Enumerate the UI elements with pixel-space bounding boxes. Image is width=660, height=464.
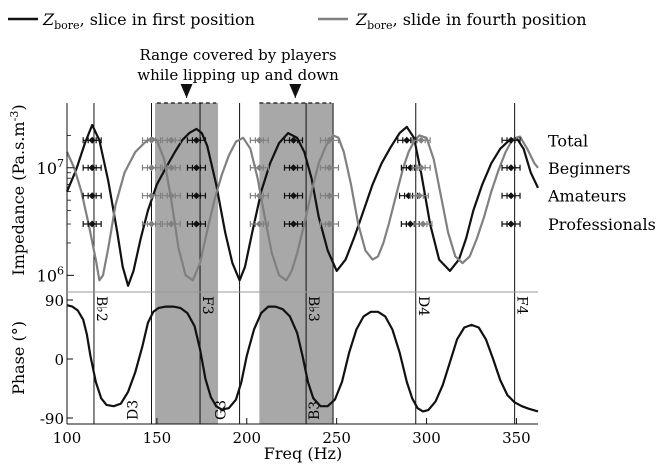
marker-point-21	[290, 164, 298, 172]
note-label-2: F3	[199, 296, 215, 315]
axes: 100 150 200 250 300 350 106 107 -90 0 90	[37, 103, 538, 447]
marker-point-17	[255, 164, 263, 172]
note-label-1: D3	[125, 400, 141, 420]
shaded-ranges	[155, 103, 334, 424]
marker-point-37	[507, 164, 515, 172]
x-tick-label-2: 200	[232, 429, 261, 447]
marker-point-36	[507, 136, 515, 144]
x-tick-label-4: 300	[412, 429, 441, 447]
marker-point-6	[147, 192, 155, 200]
x-axis-label: Freq (Hz)	[264, 444, 342, 463]
marker-point-7	[147, 220, 155, 228]
marker-point-2	[88, 192, 96, 200]
legend: Zbore, slice in first position Zbore, sl…	[8, 10, 587, 32]
row-label-0: Total	[548, 131, 588, 150]
marker-point-19	[255, 220, 263, 228]
row-label-3: Professionals	[548, 215, 656, 234]
legend-label-fourth-position: Zbore, slide in fourth position	[355, 10, 587, 32]
note-label-4: B♭3	[305, 296, 321, 322]
marker-point-22	[290, 192, 298, 200]
x-tick-label-3: 250	[322, 429, 351, 447]
impedance-axis-label: Impedance (Pa.s.m-3)	[8, 104, 28, 275]
marker-point-3	[88, 220, 96, 228]
phase-series-line-0	[66, 304, 539, 413]
impedance-tick-label-0: 106	[37, 264, 64, 285]
marker-point-11	[167, 220, 175, 228]
phase-tick-label-0: -90	[40, 410, 64, 428]
marker-point-26	[325, 192, 333, 200]
marker-point-39	[507, 220, 515, 228]
phase-axis-label: Phase (°)	[9, 321, 28, 395]
marker-point-8	[167, 136, 175, 144]
x-tick-label-1: 150	[143, 429, 172, 447]
marker-point-23	[290, 220, 298, 228]
x-tick-label-5: 350	[502, 429, 531, 447]
marker-point-27	[325, 220, 333, 228]
marker-point-35	[419, 220, 427, 228]
shaded-range-1	[259, 103, 334, 424]
marker-point-34	[415, 192, 423, 200]
marker-point-13	[192, 164, 200, 172]
phase-tick-label-1: 0	[54, 351, 64, 369]
legend-label-first-position: Zbore, slice in first position	[42, 10, 255, 32]
row-label-2: Amateurs	[547, 187, 626, 206]
marker-point-14	[192, 192, 200, 200]
marker-point-12	[192, 136, 200, 144]
marker-point-1	[88, 164, 96, 172]
impedance-tick-label-1: 107	[37, 157, 64, 178]
x-tick-label-0: 100	[53, 429, 82, 447]
note-label-0: B♭2	[93, 296, 109, 322]
marker-point-10	[167, 192, 175, 200]
marker-point-4	[147, 136, 155, 144]
row-labels: Total Beginners Amateurs Professionals	[547, 131, 656, 234]
marker-point-38	[507, 192, 515, 200]
marker-point-28	[403, 136, 411, 144]
range-arrows	[156, 84, 332, 104]
marker-point-0	[88, 136, 96, 144]
marker-point-24	[325, 136, 333, 144]
player-markers	[82, 136, 521, 228]
phase-series	[66, 304, 539, 413]
annotation-line-2: while lipping up and down	[137, 66, 339, 84]
shaded-range-0	[155, 103, 219, 424]
marker-point-5	[147, 164, 155, 172]
marker-point-9	[167, 164, 175, 172]
note-label-7: F4	[514, 296, 530, 315]
note-label-6: D4	[415, 296, 431, 316]
marker-point-33	[417, 164, 425, 172]
marker-point-18	[255, 192, 263, 200]
phase-tick-label-2: 90	[45, 292, 64, 310]
marker-point-32	[417, 136, 425, 144]
annotation-line-1: Range covered by players	[139, 46, 336, 64]
note-label-5: B3	[307, 401, 323, 420]
marker-point-31	[406, 220, 414, 228]
marker-point-25	[325, 164, 333, 172]
marker-point-15	[192, 220, 200, 228]
row-label-1: Beginners	[548, 159, 631, 178]
marker-point-20	[290, 136, 298, 144]
impedance-series-line-0	[65, 123, 539, 287]
marker-point-16	[255, 136, 263, 144]
